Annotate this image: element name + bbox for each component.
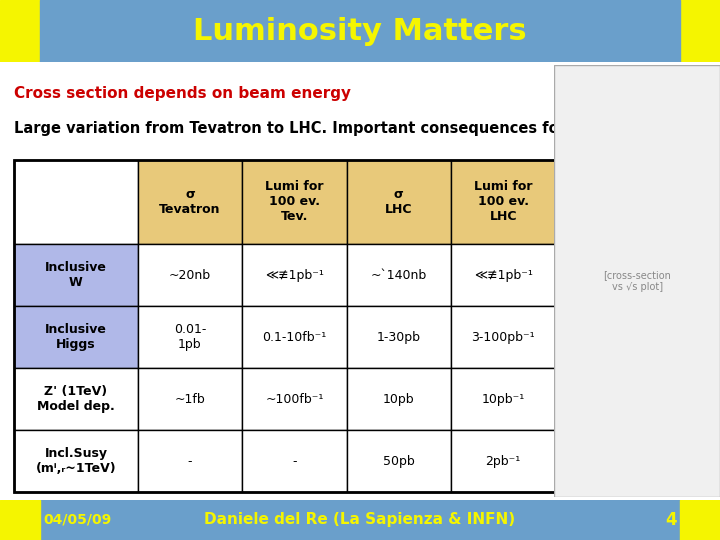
Text: Large variation from Tevatron to LHC. Important consequences for discovery: Large variation from Tevatron to LHC. Im… <box>14 121 650 136</box>
Bar <box>14 368 138 430</box>
Text: 04/05/09: 04/05/09 <box>43 513 112 526</box>
Text: Incl.Susy
(mⁱ,ᵣ~1TeV): Incl.Susy (mⁱ,ᵣ~1TeV) <box>36 448 117 475</box>
Text: Luminosity Matters: Luminosity Matters <box>193 17 527 45</box>
Bar <box>14 306 138 368</box>
Bar <box>138 160 242 244</box>
Text: Inclusive
W: Inclusive W <box>45 261 107 289</box>
Bar <box>346 368 451 430</box>
Bar <box>242 244 346 306</box>
Bar <box>0 0 40 62</box>
Bar <box>0 500 40 540</box>
Text: 2pb⁻¹: 2pb⁻¹ <box>485 455 521 468</box>
Bar <box>451 430 555 492</box>
Bar <box>451 306 555 368</box>
Text: -: - <box>188 455 192 468</box>
Text: ~1fb: ~1fb <box>174 393 205 406</box>
Bar <box>138 430 242 492</box>
Bar <box>451 368 555 430</box>
Bar <box>40 500 680 540</box>
Text: [cross-section
vs √s plot]: [cross-section vs √s plot] <box>603 270 671 292</box>
Bar <box>14 244 138 306</box>
Bar <box>346 306 451 368</box>
Text: 10pb⁻¹: 10pb⁻¹ <box>482 393 525 406</box>
Bar <box>138 306 242 368</box>
Bar <box>451 160 555 244</box>
Text: 1-30pb: 1-30pb <box>377 330 420 344</box>
Bar <box>242 430 346 492</box>
Text: 50pb: 50pb <box>383 455 415 468</box>
Text: Daniele del Re (La Sapienza & INFN): Daniele del Re (La Sapienza & INFN) <box>204 512 516 527</box>
Bar <box>242 306 346 368</box>
Text: 3-100pb⁻¹: 3-100pb⁻¹ <box>472 330 535 344</box>
Bar <box>40 0 680 62</box>
Text: Inclusive
Higgs: Inclusive Higgs <box>45 323 107 351</box>
Text: ~100fb⁻¹: ~100fb⁻¹ <box>265 393 323 406</box>
Bar <box>14 430 138 492</box>
Text: Lumi for
100 ev.
LHC: Lumi for 100 ev. LHC <box>474 180 533 224</box>
Bar <box>14 160 555 492</box>
Bar <box>346 430 451 492</box>
Text: ~`140nb: ~`140nb <box>371 268 427 282</box>
Text: ≪≢1pb⁻¹: ≪≢1pb⁻¹ <box>474 268 533 282</box>
Bar <box>138 244 242 306</box>
Text: Lumi for
100 ev.
Tev.: Lumi for 100 ev. Tev. <box>265 180 323 224</box>
Text: Z' (1TeV)
Model dep.: Z' (1TeV) Model dep. <box>37 386 115 413</box>
Text: 0.1-10fb⁻¹: 0.1-10fb⁻¹ <box>262 330 326 344</box>
Text: 0.01-
1pb: 0.01- 1pb <box>174 323 206 351</box>
Bar <box>680 500 720 540</box>
Bar <box>242 160 346 244</box>
Bar <box>242 368 346 430</box>
Text: Cross section depends on beam energy: Cross section depends on beam energy <box>14 86 351 102</box>
Bar <box>14 160 138 244</box>
Bar <box>346 160 451 244</box>
Text: σ
Tevatron: σ Tevatron <box>159 188 221 216</box>
Bar <box>138 368 242 430</box>
Text: σ
LHC: σ LHC <box>385 188 413 216</box>
Text: -: - <box>292 455 297 468</box>
Bar <box>451 244 555 306</box>
Text: 4: 4 <box>665 511 677 529</box>
Bar <box>346 244 451 306</box>
Text: ≪≢1pb⁻¹: ≪≢1pb⁻¹ <box>265 268 324 282</box>
Text: ~20nb: ~20nb <box>169 268 211 282</box>
Text: 10pb: 10pb <box>383 393 415 406</box>
Bar <box>680 0 720 62</box>
